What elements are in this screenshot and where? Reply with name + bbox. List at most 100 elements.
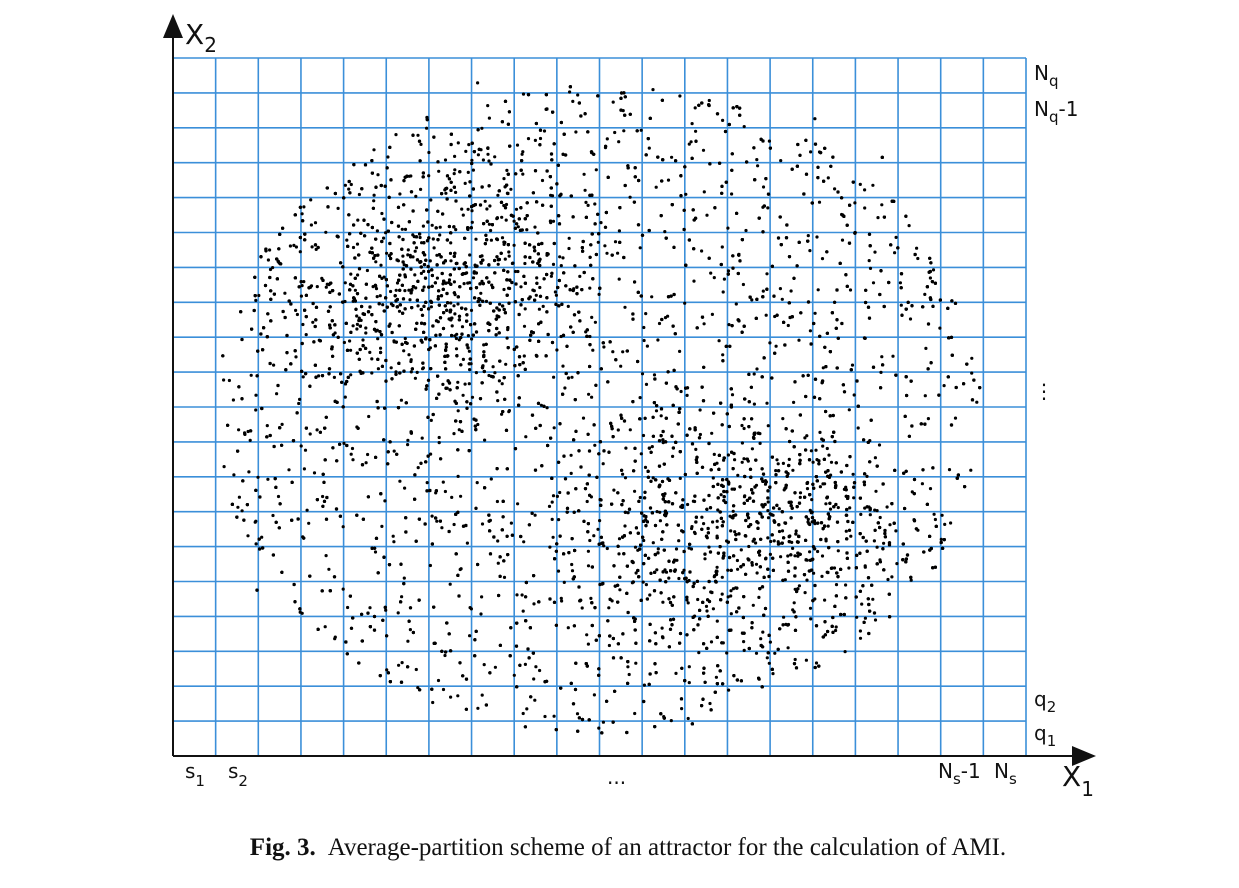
point	[765, 401, 769, 405]
point	[787, 457, 791, 461]
point	[301, 375, 305, 379]
point	[300, 212, 304, 216]
point	[597, 292, 601, 296]
point	[309, 198, 313, 202]
point	[805, 578, 809, 582]
point	[640, 372, 645, 376]
point	[300, 284, 304, 288]
point	[727, 688, 731, 692]
point	[617, 277, 621, 281]
point	[693, 106, 697, 110]
point	[488, 204, 492, 208]
point	[351, 458, 355, 462]
point	[333, 635, 337, 639]
point	[237, 495, 241, 499]
point	[754, 562, 759, 566]
point	[487, 373, 491, 378]
point	[605, 251, 609, 255]
point	[648, 593, 652, 597]
point	[407, 288, 411, 292]
point	[652, 373, 657, 377]
point	[351, 324, 355, 328]
point	[400, 595, 404, 599]
point	[460, 207, 464, 211]
point	[538, 136, 543, 141]
point	[592, 693, 597, 697]
point	[769, 539, 773, 544]
point	[456, 474, 460, 478]
point	[418, 235, 422, 240]
point	[450, 495, 454, 499]
point	[429, 418, 433, 422]
point	[266, 258, 270, 262]
point	[493, 665, 497, 669]
point	[503, 257, 507, 261]
point	[297, 401, 301, 406]
point	[661, 441, 665, 445]
point	[482, 343, 486, 347]
point	[811, 460, 815, 464]
point	[462, 282, 466, 286]
point	[621, 472, 625, 476]
point	[485, 207, 489, 211]
point	[758, 553, 762, 557]
point	[642, 338, 646, 343]
point	[428, 563, 432, 568]
point	[717, 339, 721, 343]
point	[772, 539, 776, 543]
point	[465, 541, 469, 545]
point	[409, 359, 413, 364]
point	[875, 545, 879, 549]
point	[860, 602, 864, 606]
point	[750, 298, 754, 302]
point	[605, 137, 609, 141]
point	[602, 544, 606, 548]
point	[534, 665, 538, 669]
point	[516, 225, 520, 229]
point	[436, 294, 440, 299]
point	[460, 325, 465, 329]
point	[666, 314, 670, 318]
point	[776, 540, 780, 544]
point	[438, 225, 442, 229]
point	[587, 392, 591, 396]
point	[381, 303, 385, 307]
point	[523, 261, 527, 266]
point	[776, 542, 781, 546]
point	[804, 658, 809, 662]
point	[271, 266, 275, 270]
point	[791, 546, 795, 551]
point	[567, 236, 571, 240]
point	[349, 182, 353, 187]
point	[545, 406, 549, 410]
point	[324, 554, 328, 558]
point	[469, 607, 473, 611]
point	[754, 651, 759, 655]
point	[507, 409, 511, 413]
point	[471, 168, 475, 172]
point	[674, 671, 678, 676]
point	[953, 416, 958, 420]
point	[409, 370, 413, 374]
point	[401, 254, 405, 258]
point	[507, 254, 511, 258]
point	[947, 468, 952, 472]
point	[502, 287, 506, 292]
point	[516, 269, 520, 274]
point	[355, 242, 360, 246]
point	[454, 336, 458, 341]
point	[826, 176, 830, 180]
point	[470, 220, 474, 224]
point	[877, 443, 882, 447]
point	[859, 512, 863, 517]
point	[551, 262, 556, 266]
point	[421, 224, 425, 228]
point	[551, 494, 556, 498]
point	[671, 454, 675, 458]
point	[642, 683, 647, 687]
point	[663, 230, 667, 234]
point	[298, 397, 302, 401]
point	[863, 206, 867, 210]
point	[747, 544, 751, 549]
point	[265, 424, 269, 428]
